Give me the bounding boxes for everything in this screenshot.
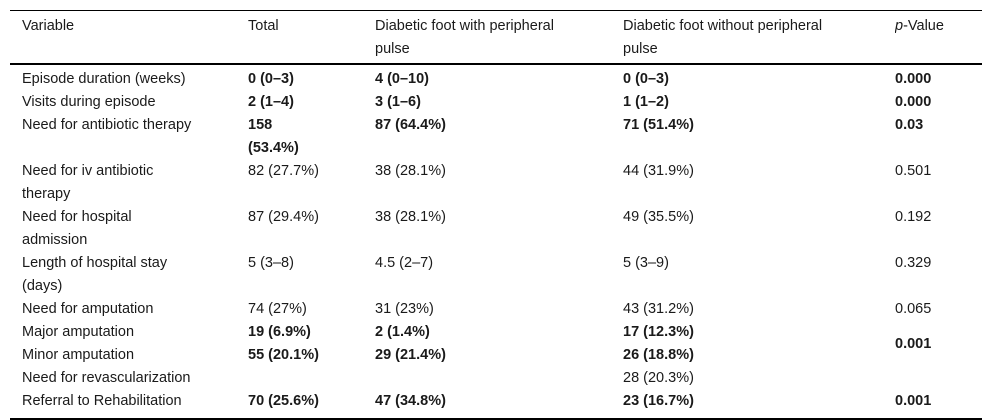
cell-variable: Referral to Rehabilitation [22,393,182,409]
table-row: Major amputation 19 (6.9%) 2 (1.4%) 17 (… [10,321,982,352]
table-header: Variable Total Diabetic foot with periph… [10,10,982,65]
table-row: Need for hospital admission 87 (29.4%) 3… [10,206,982,252]
table-row: Need for amputation 74 (27%) 31 (23%) 43… [10,298,982,321]
cell-without-pulse: 0 (0–3) [623,71,669,87]
cell-variable: Need for revascularization [22,370,191,386]
cell-total: 0 (0–3) [248,71,294,87]
cell-p-value [895,367,982,390]
cell-variable: Major amputation [22,324,135,340]
table-row: Length of hospital stay (days) 5 (3–8) 4… [10,252,982,298]
cell-p-value: 0.000 [895,94,932,110]
cell-total: 74 (27%) [248,301,307,317]
clinical-outcomes-table: Variable Total Diabetic foot with periph… [10,10,982,420]
cell-with-pulse: 29 (21.4%) [375,347,446,363]
table-row: Need for iv antibiotic therapy 82 (27.7%… [10,160,982,206]
cell-p-value: 0.192 [895,209,932,225]
cell-without-pulse: 44 (31.9%) [623,163,694,179]
cell-total: 2 (1–4) [248,94,294,110]
cell-with-pulse: 38 (28.1%) [375,163,446,179]
col-header-without-pulse: Diabetic foot without peripheral pulse [623,10,895,65]
cell-with-pulse: 4 (0–10) [375,71,430,87]
cell-with-pulse: 47 (34.8%) [375,393,446,409]
header-row: Variable Total Diabetic foot with periph… [10,10,982,65]
cell-p-value: 0.03 [895,117,924,133]
cell-p-value-shared: 0.001 [895,335,932,352]
cell-without-pulse: 1 (1–2) [623,94,669,110]
cell-variable: Need for antibiotic therapy [22,117,192,133]
p-value-italic-p: p [895,18,904,34]
cell-variable: Visits during episode [22,94,156,110]
cell-p-value: 0.000 [895,71,932,87]
cell-without-pulse: 49 (35.5%) [623,209,694,225]
col-header-p-value: p-Value [895,10,982,65]
cell-without-pulse: 28 (20.3%) [623,370,694,386]
cell-variable: Minor amputation [22,347,135,363]
cell-variable: Episode duration (weeks) [22,71,186,87]
cell-without-pulse: 26 (18.8%) [623,347,694,363]
cell-p-value: 0.065 [895,301,932,317]
col-header-variable: Variable [10,10,248,65]
table-row: Visits during episode 2 (1–4) 3 (1–6) 1 … [10,91,982,114]
table-row: Need for antibiotic therapy 158 (53.4%) … [10,114,982,160]
cell-total [248,367,375,390]
cell-p-value: 0.329 [895,255,932,271]
cell-without-pulse: 23 (16.7%) [623,393,694,409]
cell-without-pulse: 17 (12.3%) [623,324,694,340]
table-row: Need for revascularization 28 (20.3%) [10,367,982,390]
cell-with-pulse: 31 (23%) [375,301,434,317]
col-header-total: Total [248,10,375,65]
cell-total: 82 (27.7%) [248,163,319,179]
cell-with-pulse: 4.5 (2–7) [375,255,434,271]
cell-with-pulse: 3 (1–6) [375,94,421,110]
cell-variable: Need for hospital admission [22,209,132,248]
cell-variable: Need for amputation [22,301,154,317]
cell-total: 158 (53.4%) [248,117,299,156]
cell-total: 19 (6.9%) [248,324,311,340]
cell-without-pulse: 5 (3–9) [623,255,669,271]
table-body: Episode duration (weeks) 0 (0–3) 4 (0–10… [10,64,982,419]
p-value-rest: -Value [903,18,944,34]
cell-total: 5 (3–8) [248,255,294,271]
cell-total: 87 (29.4%) [248,209,319,225]
cell-p-value: 0.501 [895,163,932,179]
cell-without-pulse: 43 (31.2%) [623,301,694,317]
table-row: Referral to Rehabilitation 70 (25.6%) 47… [10,390,982,419]
cell-total: 70 (25.6%) [248,393,319,409]
cell-with-pulse: 2 (1.4%) [375,324,430,340]
cell-without-pulse: 71 (51.4%) [623,117,694,133]
cell-p-value: 0.001 [895,393,932,409]
cell-with-pulse: 38 (28.1%) [375,209,446,225]
cell-with-pulse [375,367,623,390]
cell-variable: Need for iv antibiotic therapy [22,163,154,202]
cell-total: 55 (20.1%) [248,347,319,363]
table-row: Minor amputation 55 (20.1%) 29 (21.4%) 2… [10,344,982,367]
cell-variable: Length of hospital stay (days) [22,255,168,294]
cell-with-pulse: 87 (64.4%) [375,117,446,133]
table-row: Episode duration (weeks) 0 (0–3) 4 (0–10… [10,64,982,91]
col-header-with-pulse: Diabetic foot with peripheral pulse [375,10,623,65]
